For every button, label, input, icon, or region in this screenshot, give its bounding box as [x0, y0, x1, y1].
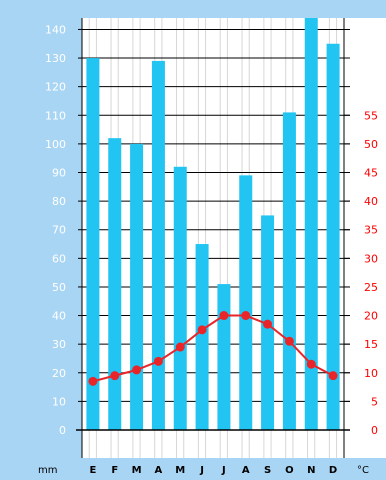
right-tick-label: 55 [364, 109, 378, 122]
left-tick-label: 130 [45, 52, 66, 65]
temperature-point [306, 359, 316, 369]
temperature-point [153, 356, 163, 366]
temperature-point [219, 311, 229, 321]
month-label: S [264, 465, 271, 476]
left-tick-label: 10 [52, 395, 66, 408]
month-label: D [329, 465, 337, 476]
left-axis-ticks: 0 10 20 30 40 50 60 70 80 90 100 110 120 130 140 [45, 23, 82, 437]
month-label: M [132, 465, 142, 476]
left-tick-label: 30 [52, 338, 66, 351]
temperature-point [110, 371, 120, 381]
month-label: F [111, 465, 118, 476]
right-tick-label: 45 [364, 167, 378, 180]
precipitation-bar [130, 143, 144, 430]
left-tick-label: 120 [45, 81, 66, 94]
left-axis-unit: mm [38, 465, 57, 476]
precipitation-bar [326, 43, 340, 430]
precipitation-bar [282, 112, 296, 431]
left-tick-label: 40 [52, 310, 66, 323]
precipitation-bar [239, 175, 253, 430]
left-tick-label: 20 [52, 367, 66, 380]
left-tick-label: 70 [52, 224, 66, 237]
precipitation-bar [195, 244, 209, 430]
month-label: A [242, 465, 250, 476]
precipitation-bar [173, 166, 187, 430]
month-label: M [175, 465, 185, 476]
left-tick-label: 50 [52, 281, 66, 294]
precipitation-bar [304, 18, 318, 430]
right-tick-label: 40 [364, 195, 378, 208]
right-tick-label: 50 [364, 138, 378, 151]
left-tick-label: 140 [45, 23, 66, 36]
left-tick-label: 110 [45, 109, 66, 122]
right-tick-label: 15 [364, 338, 378, 351]
right-tick-label: 25 [364, 281, 378, 294]
right-tick-label: 35 [364, 224, 378, 237]
month-label: N [307, 465, 315, 476]
temperature-point [132, 365, 142, 375]
precipitation-bar [86, 58, 100, 431]
month-label: O [285, 465, 294, 476]
right-tick-label: 20 [364, 310, 378, 323]
left-tick-label: 100 [45, 138, 66, 151]
month-label: E [89, 465, 96, 476]
precipitation-bar [108, 138, 122, 430]
right-tick-label: 10 [364, 367, 378, 380]
month-label: A [155, 465, 163, 476]
precipitation-bar [217, 284, 231, 430]
right-tick-label: 30 [364, 252, 378, 265]
right-tick-label: 5 [371, 395, 378, 408]
temperature-point [263, 319, 273, 329]
left-tick-label: 60 [52, 252, 66, 265]
precipitation-bars [86, 18, 340, 431]
temperature-point [197, 325, 207, 335]
left-tick-label: 90 [52, 167, 66, 180]
temperature-point [88, 376, 98, 386]
right-tick-label: 0 [371, 424, 378, 437]
axes [76, 18, 350, 458]
left-tick-label: 80 [52, 195, 66, 208]
right-axis-ticks: 0 5 10 15 20 25 30 35 40 45 50 55 [344, 109, 378, 437]
precipitation-bar [151, 60, 165, 431]
left-tick-label: 0 [59, 424, 66, 437]
temperature-point [175, 342, 185, 352]
temperature-line-layer [88, 311, 338, 386]
temperature-point [241, 311, 251, 321]
plot-area [82, 18, 344, 458]
temperature-point [328, 371, 338, 381]
right-axis-unit: °C [357, 465, 369, 476]
temperature-point [284, 336, 294, 346]
month-label: J [221, 465, 226, 476]
month-label: J [199, 465, 204, 476]
right-axis-area [344, 18, 386, 458]
